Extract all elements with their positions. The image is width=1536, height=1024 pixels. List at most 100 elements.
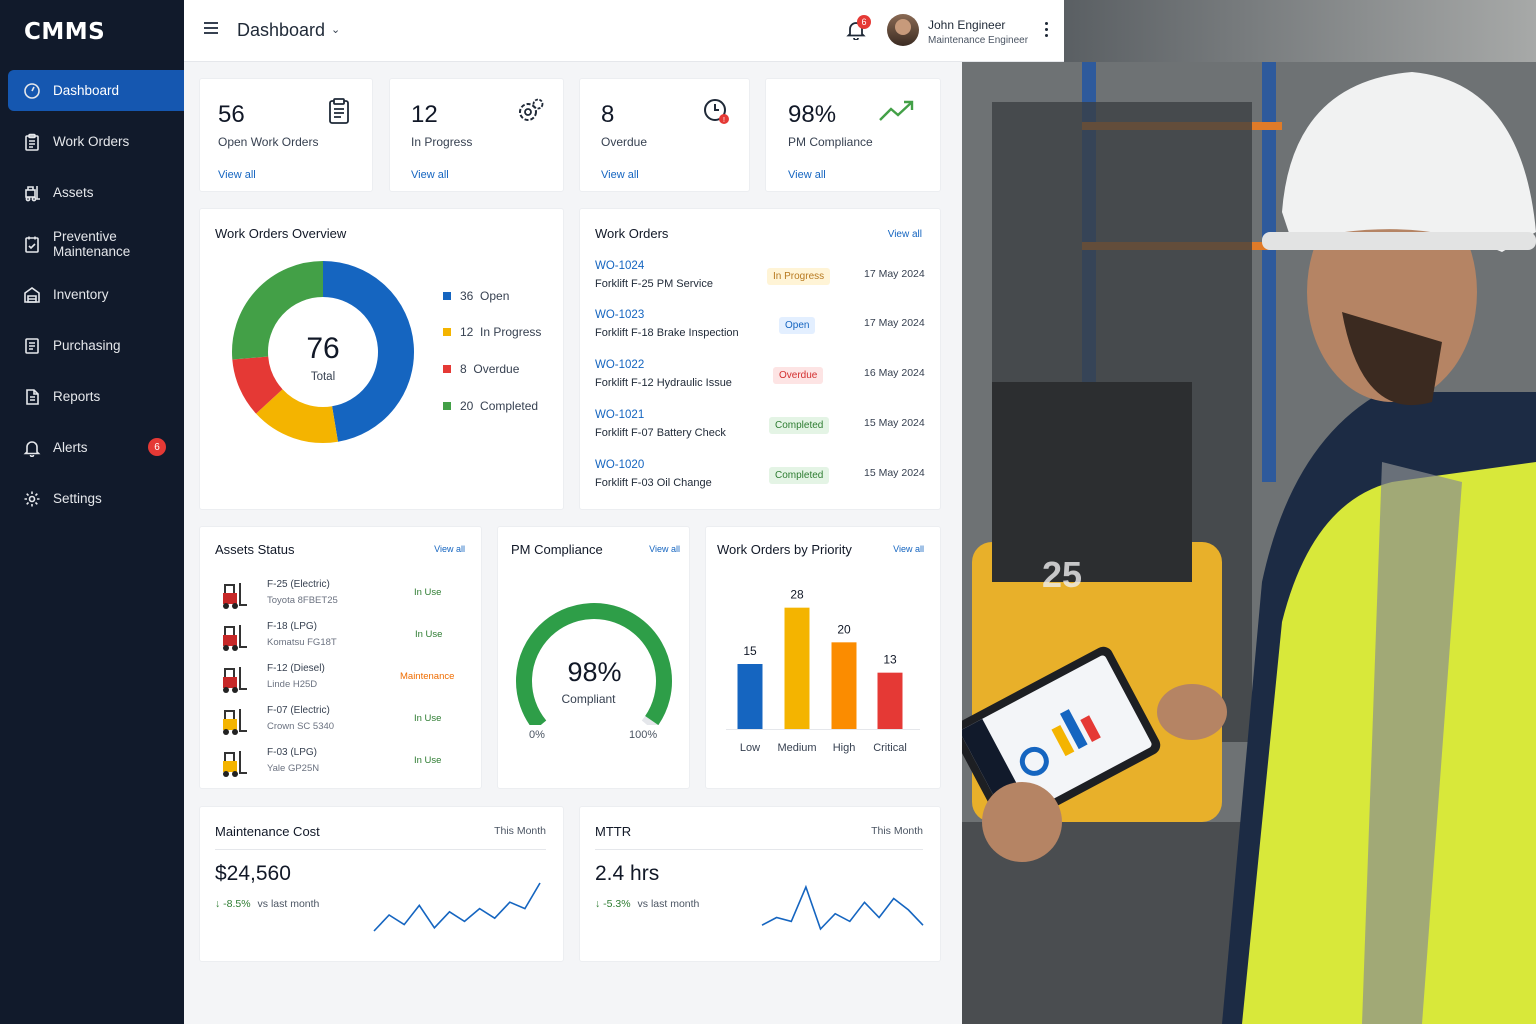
sidebar-item-preventive-maintenance[interactable]: Preventive Maintenance bbox=[8, 223, 184, 264]
gear-icon bbox=[23, 490, 41, 508]
arrow-down-icon: ↓ bbox=[595, 898, 601, 910]
pm-compliance-gauge bbox=[516, 603, 672, 725]
gauge-fill bbox=[516, 603, 672, 725]
svg-text:!: ! bbox=[723, 117, 725, 124]
forklift-icon bbox=[223, 625, 247, 651]
clipboard-icon bbox=[23, 133, 41, 151]
notification-count-badge: 6 bbox=[857, 15, 871, 29]
list-item[interactable]: F-25 (Electric) Toyota 8FBET25 In Use bbox=[215, 579, 475, 613]
bar-low[interactable] bbox=[737, 664, 763, 729]
dashboard-icon bbox=[23, 82, 41, 100]
work-order-id-link[interactable]: WO-1022 bbox=[595, 359, 645, 371]
calendar-check-icon bbox=[23, 235, 41, 253]
change-percent: -8.5% bbox=[223, 898, 251, 910]
sparkline-path bbox=[373, 882, 541, 932]
donut-slice-in-progress[interactable] bbox=[256, 388, 338, 443]
status-badge: Maintenance bbox=[400, 671, 455, 682]
view-all-link[interactable]: View all bbox=[411, 169, 449, 181]
donut-slice-open[interactable] bbox=[322, 261, 414, 442]
kpi-value: 98% bbox=[788, 101, 837, 128]
view-all-link[interactable]: View all bbox=[434, 544, 465, 554]
sidebar-item-label: Alerts bbox=[53, 440, 88, 455]
view-all-link[interactable]: View all bbox=[788, 169, 826, 181]
table-row[interactable]: WO-1021 Forklift F-07 Battery Check Comp… bbox=[595, 409, 925, 449]
list-item[interactable]: F-18 (LPG) Komatsu FG18T In Use bbox=[215, 621, 475, 655]
kpi-label: In Progress bbox=[411, 135, 473, 149]
asset-model: Komatsu FG18T bbox=[267, 637, 337, 648]
sidebar-item-assets[interactable]: Assets bbox=[8, 172, 184, 213]
legend-swatch bbox=[443, 328, 451, 336]
warehouse-icon bbox=[23, 286, 41, 304]
bar-medium[interactable] bbox=[784, 607, 810, 729]
category-label: Low bbox=[740, 742, 760, 754]
page-title[interactable]: Dashboard bbox=[237, 20, 326, 40]
work-order-id-link[interactable]: WO-1024 bbox=[595, 260, 645, 272]
table-row[interactable]: WO-1022 Forklift F-12 Hydraulic Issue Ov… bbox=[595, 359, 925, 399]
category-label: Medium bbox=[777, 742, 816, 754]
work-order-id-link[interactable]: WO-1020 bbox=[595, 459, 645, 471]
bell-icon bbox=[23, 439, 41, 457]
asset-name: F-25 (Electric) bbox=[267, 579, 330, 590]
svg-text:25: 25 bbox=[1042, 554, 1082, 595]
sidebar-item-reports[interactable]: Reports bbox=[8, 376, 184, 417]
view-all-link[interactable]: View all bbox=[649, 544, 680, 554]
trend-up-icon bbox=[879, 100, 914, 121]
background-photo-top bbox=[1064, 0, 1536, 62]
chevron-down-icon[interactable]: ⌄ bbox=[331, 24, 341, 36]
cost-change: ↓ -8.5% vs last month bbox=[215, 898, 319, 910]
table-row[interactable]: WO-1020 Forklift F-03 Oil Change Complet… bbox=[595, 459, 925, 499]
legend-swatch bbox=[443, 365, 451, 373]
card-title: Work Orders by Priority bbox=[717, 542, 852, 557]
work-order-id-link[interactable]: WO-1023 bbox=[595, 309, 645, 321]
legend-swatch bbox=[443, 402, 451, 410]
view-all-link[interactable]: View all bbox=[218, 169, 256, 181]
gauge-max-label: 100% bbox=[629, 729, 658, 741]
sidebar-item-work-orders[interactable]: Work Orders bbox=[8, 121, 184, 162]
asset-name: F-07 (Electric) bbox=[267, 705, 330, 716]
table-row[interactable]: WO-1024 Forklift F-25 PM Service In Prog… bbox=[595, 260, 925, 300]
view-all-link[interactable]: View all bbox=[601, 169, 639, 181]
card-title: MTTR bbox=[595, 824, 632, 839]
card-title: Maintenance Cost bbox=[215, 824, 320, 839]
work-order-date: 15 May 2024 bbox=[864, 467, 925, 479]
work-order-id-link[interactable]: WO-1021 bbox=[595, 409, 645, 421]
donut-slice-completed[interactable] bbox=[232, 261, 324, 360]
user-role: Maintenance Engineer bbox=[928, 35, 1029, 46]
list-item[interactable]: F-03 (LPG) Yale GP25N In Use bbox=[215, 747, 475, 781]
brand-logo: CMMS bbox=[24, 19, 106, 45]
work-order-date: 15 May 2024 bbox=[864, 417, 925, 429]
work-orders-donut-chart bbox=[232, 261, 414, 443]
status-badge: Open bbox=[779, 317, 816, 334]
bar-critical[interactable] bbox=[877, 672, 903, 729]
view-all-link[interactable]: View all bbox=[887, 229, 922, 240]
sidebar-item-dashboard[interactable]: Dashboard bbox=[8, 70, 184, 111]
menu-icon[interactable] bbox=[204, 22, 218, 36]
list-item[interactable]: F-07 (Electric) Crown SC 5340 In Use bbox=[215, 705, 475, 739]
forklift-icon bbox=[23, 184, 41, 202]
sidebar-item-settings[interactable]: Settings bbox=[8, 478, 184, 519]
status-badge: Overdue bbox=[773, 367, 824, 384]
sidebar-item-alerts[interactable]: Alerts 6 bbox=[8, 427, 184, 468]
view-all-link[interactable]: View all bbox=[893, 544, 924, 554]
legend-swatch bbox=[443, 292, 451, 300]
sidebar-item-inventory[interactable]: Inventory bbox=[8, 274, 184, 315]
legend-count: 36 bbox=[460, 289, 474, 303]
forklift-icon bbox=[223, 667, 247, 693]
more-options-icon[interactable] bbox=[1044, 22, 1050, 40]
work-orders-by-priority-card: Work Orders by Priority View all 15 Low 28… bbox=[705, 526, 941, 789]
work-order-description: Forklift F-25 PM Service bbox=[595, 278, 713, 290]
sidebar-item-label: Inventory bbox=[53, 287, 109, 302]
user-name[interactable]: John Engineer bbox=[928, 18, 1006, 32]
donut-slice-overdue[interactable] bbox=[232, 355, 284, 414]
asset-name: F-12 (Diesel) bbox=[267, 663, 325, 674]
sidebar-item-purchasing[interactable]: Purchasing bbox=[8, 325, 184, 366]
maintenance-cost-card: Maintenance Cost This Month $24,560 ↓ -8… bbox=[199, 806, 564, 962]
table-row[interactable]: WO-1023 Forklift F-18 Brake Inspection O… bbox=[595, 309, 925, 349]
work-order-date: 17 May 2024 bbox=[864, 317, 925, 329]
status-badge: In Use bbox=[414, 713, 442, 724]
avatar[interactable] bbox=[887, 14, 919, 46]
list-item[interactable]: F-12 (Diesel) Linde H25D Maintenance bbox=[215, 663, 475, 697]
assets-status-card: Assets Status View all F-25 (Electric) T… bbox=[199, 526, 482, 789]
sidebar-item-label: Preventive Maintenance bbox=[53, 228, 131, 259]
bar-high[interactable] bbox=[831, 642, 857, 729]
